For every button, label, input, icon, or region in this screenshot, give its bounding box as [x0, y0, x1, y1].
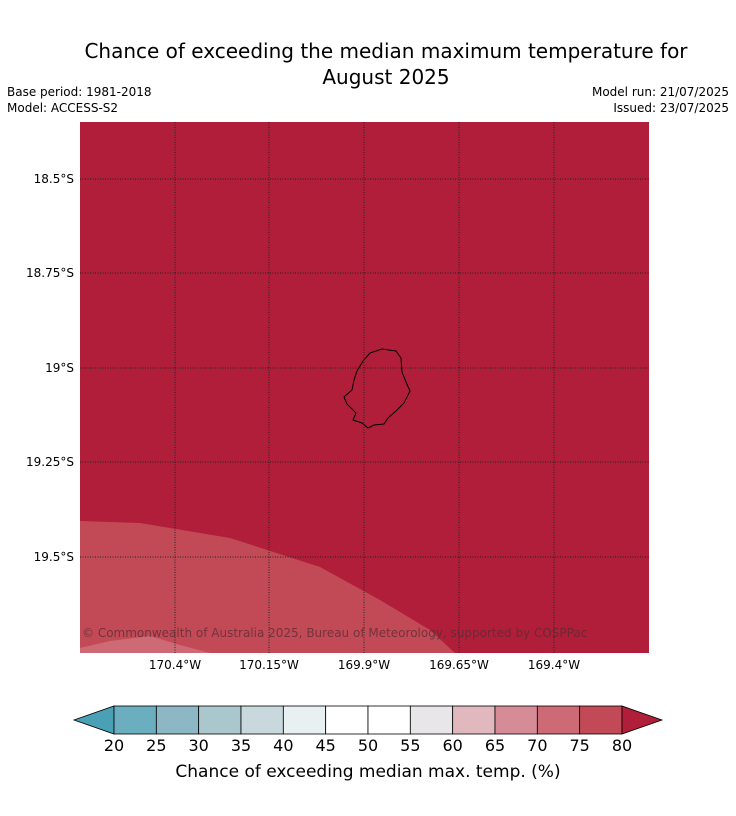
region-75-80 — [80, 521, 455, 653]
colorbar-tick-label: 35 — [230, 736, 252, 755]
model-run: Model run: 21/07/2025 — [591, 85, 729, 99]
colorbar-tick-label: 80 — [611, 736, 633, 755]
colorbar-bin — [155, 705, 200, 735]
colorbar-bin — [579, 705, 623, 735]
colorbar-high-extension — [621, 705, 664, 735]
colorbar-bin — [452, 705, 496, 735]
region-70-75 — [80, 636, 210, 653]
copyright-notice: © Commonwealth of Australia 2025, Bureau… — [82, 626, 588, 640]
colorbar-tick-label: 70 — [527, 736, 548, 755]
colorbar-bin — [409, 705, 454, 735]
colorbar-tick-label: 75 — [569, 736, 590, 755]
colorbar-tick-label: 55 — [400, 736, 421, 755]
colorbar-label: Chance of exceeding median max. temp. (%… — [175, 762, 561, 782]
colorbar-bin — [325, 705, 369, 735]
lat-label: 18.75°S — [26, 266, 74, 280]
lat-label: 19.25°S — [26, 455, 74, 469]
colorbar-tick-label: 25 — [146, 736, 167, 755]
lon-label: 169.65°W — [429, 658, 489, 672]
base-period: Base period: 1981-2018 — [7, 85, 152, 99]
lon-label: 169.9°W — [337, 658, 391, 672]
model-name: Model: ACCESS-S2 — [7, 101, 119, 115]
graticule — [80, 122, 649, 653]
colorbar-bin — [536, 705, 581, 735]
colorbar-bin — [282, 705, 327, 735]
lon-label: 169.4°W — [527, 658, 581, 672]
colorbar-tick-label: 20 — [103, 736, 125, 755]
colorbar-bin — [198, 705, 242, 735]
colorbar-bin — [113, 705, 157, 735]
colorbar-tick-label: 45 — [315, 736, 336, 755]
colorbar-bin — [494, 705, 538, 735]
colorbar-tick-label: 50 — [357, 736, 379, 755]
meta-right: Model run: 21/07/2025 Issued: 23/07/2025 — [592, 84, 729, 116]
lat-label: 19°S — [45, 361, 74, 375]
colorbar-tick-label: 65 — [484, 736, 506, 755]
lat-label: 19.5°S — [33, 550, 74, 564]
colorbar-bin — [240, 705, 284, 735]
title-line-1: Chance of exceeding the median maximum t… — [84, 39, 688, 63]
meta-left: Base period: 1981-2018 Model: ACCESS-S2 — [7, 84, 152, 116]
lat-label: 18.5°S — [33, 172, 74, 186]
colorbar-tick-label: 30 — [188, 736, 209, 755]
island-outline — [343, 348, 411, 429]
colorbar — [72, 705, 664, 735]
title-line-2: August 2025 — [322, 65, 450, 89]
issued-date: Issued: 23/07/2025 — [613, 101, 729, 115]
colorbar-low-extension — [72, 705, 115, 735]
lon-label: 170.15°W — [239, 658, 299, 672]
map-title: Chance of exceeding the median maximum t… — [0, 38, 736, 90]
colorbar-bin — [367, 705, 411, 735]
lon-label: 170.4°W — [148, 658, 202, 672]
colorbar-tick-label: 40 — [273, 736, 294, 755]
colorbar-tick-label: 60 — [442, 736, 463, 755]
